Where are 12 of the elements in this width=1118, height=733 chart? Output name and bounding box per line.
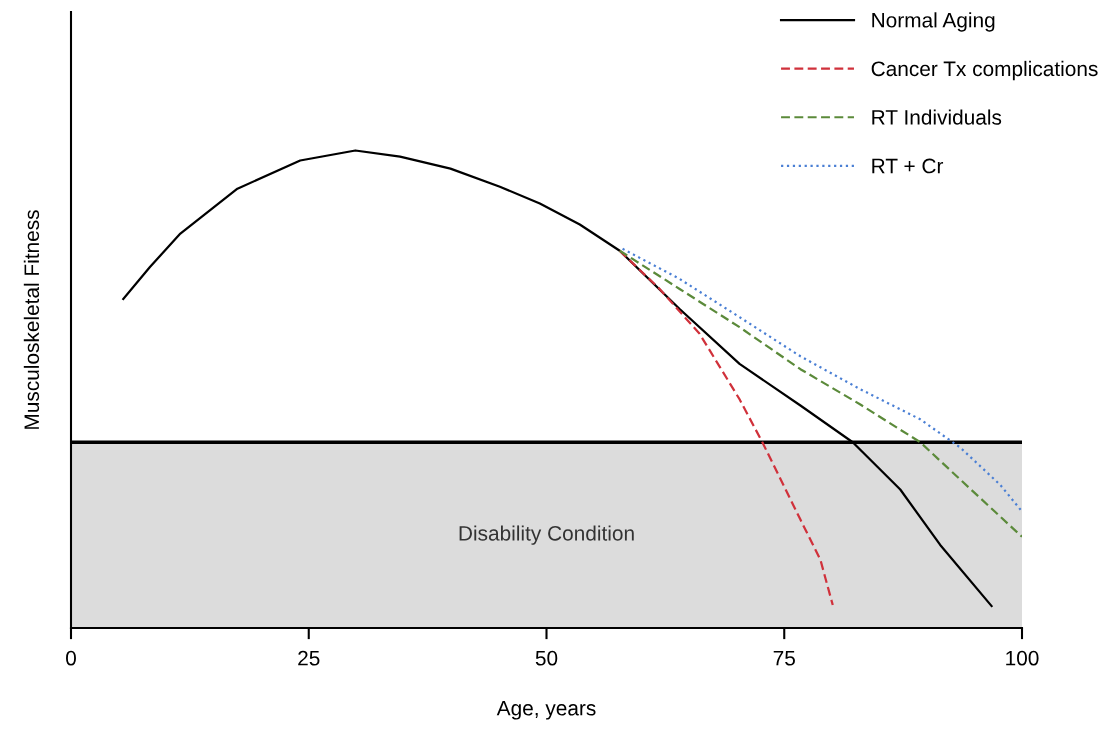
x-tick-label: 75 bbox=[773, 650, 795, 666]
x-tick-label: 100 bbox=[1006, 650, 1039, 666]
legend-label: Normal Aging bbox=[872, 12, 995, 32]
band-label: Disability Condition bbox=[459, 525, 634, 545]
legend-label: RT Individuals bbox=[872, 109, 1002, 125]
legend-label: Cancer Tx complications bbox=[871, 60, 1098, 81]
x-tick-label: 25 bbox=[298, 650, 320, 666]
x-tick-label: 50 bbox=[535, 650, 558, 666]
y-axis-title: Musculoskeletal Fitness bbox=[23, 210, 40, 429]
legend-label: RT + Cr bbox=[872, 158, 944, 174]
x-axis-title: Age, years bbox=[496, 700, 596, 720]
x-tick-label: 0 bbox=[66, 650, 76, 666]
